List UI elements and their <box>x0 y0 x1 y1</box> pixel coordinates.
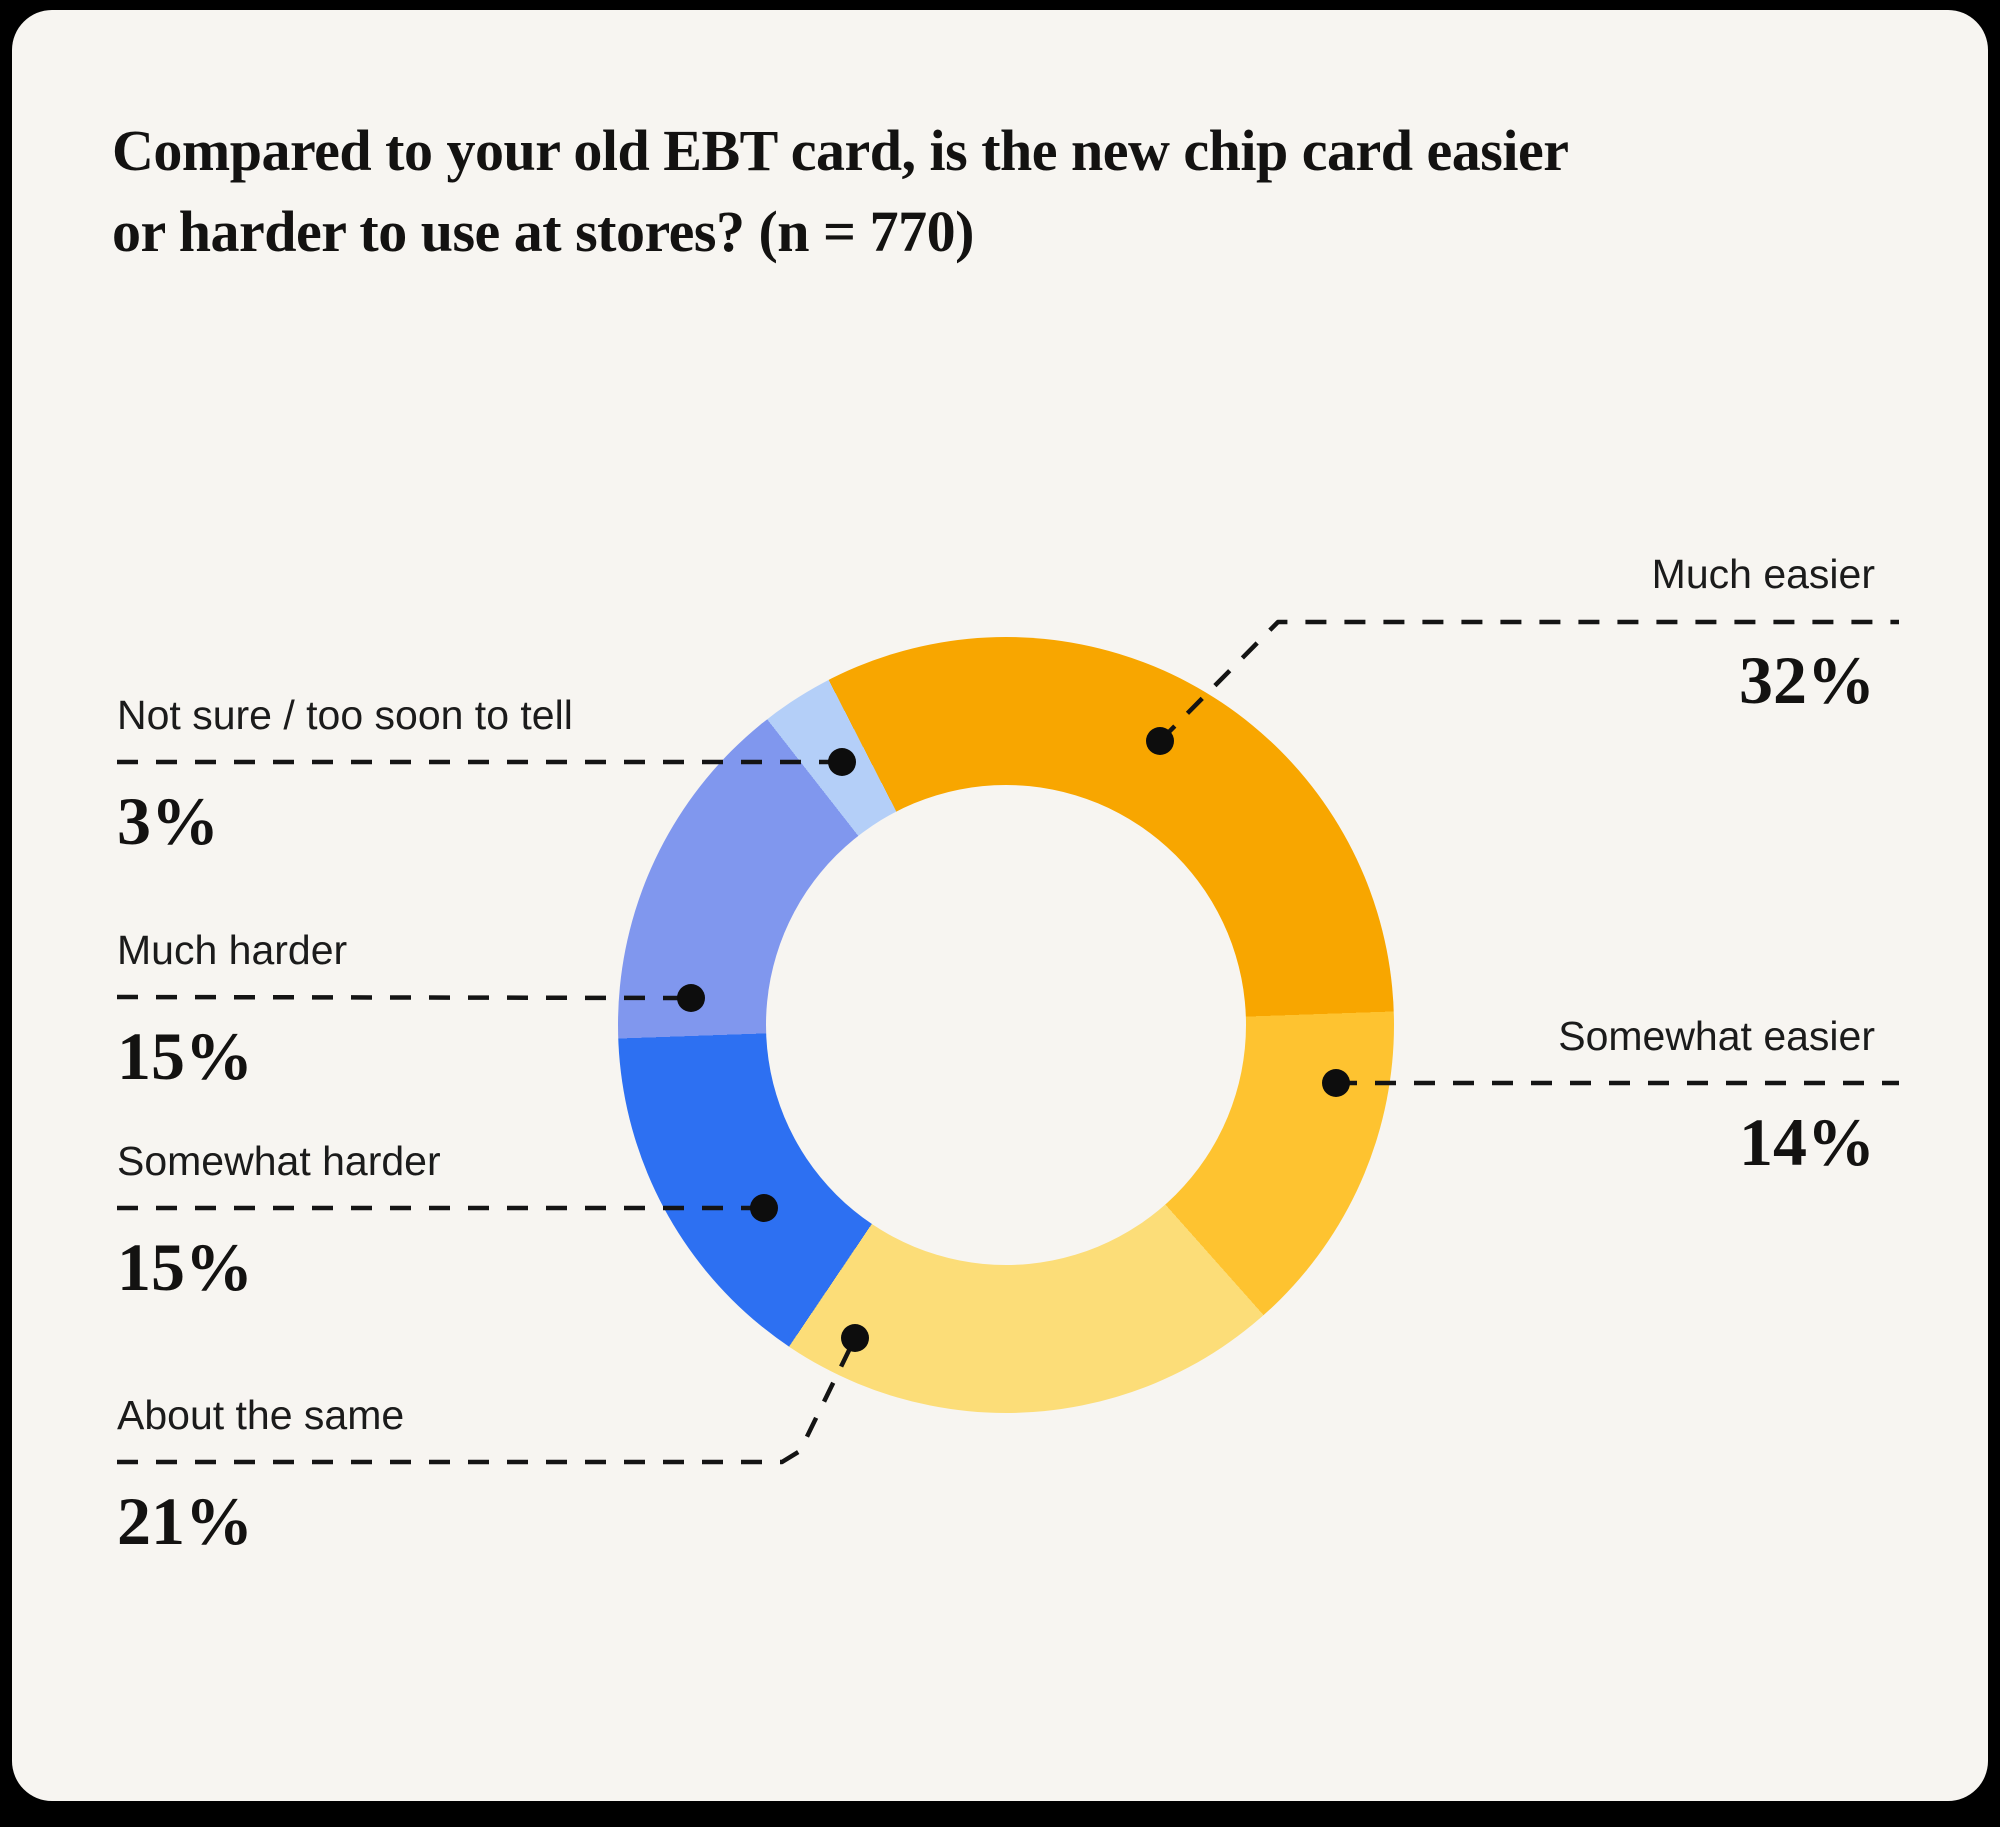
chart-card: Compared to your old EBT card, is the ne… <box>12 10 1988 1801</box>
callout-label: Somewhat harder <box>117 1138 441 1185</box>
donut-hole <box>766 785 1246 1265</box>
callout-label: Much harder <box>117 927 347 974</box>
callout-label: Not sure / too soon to tell <box>117 692 573 739</box>
callout-percent: 15% <box>117 1023 347 1089</box>
callout-much-harder: Much harder 15% <box>117 927 347 1089</box>
donut-chart <box>618 637 1394 1413</box>
callout-percent: 3% <box>117 788 573 854</box>
chart-title-line1: Compared to your old EBT card, is the ne… <box>112 110 1872 191</box>
callout-somewhat-harder: Somewhat harder 15% <box>117 1138 441 1300</box>
callout-percent: 15% <box>117 1234 441 1300</box>
chart-title: Compared to your old EBT card, is the ne… <box>112 110 1872 272</box>
callout-about-the-same: About the same 21% <box>117 1392 404 1554</box>
callout-not-sure: Not sure / too soon to tell 3% <box>117 692 573 854</box>
callout-label: About the same <box>117 1392 404 1439</box>
callout-label: Somewhat easier <box>1558 1013 1875 1060</box>
callout-somewhat-easier: Somewhat easier 14% <box>1558 1013 1875 1175</box>
callout-percent: 32% <box>1652 647 1875 713</box>
callout-percent: 21% <box>117 1488 404 1554</box>
callout-label: Much easier <box>1652 551 1875 598</box>
callout-much-easier: Much easier 32% <box>1652 551 1875 713</box>
chart-title-line2: or harder to use at stores? (n = 770) <box>112 191 1872 272</box>
callout-percent: 14% <box>1558 1109 1875 1175</box>
